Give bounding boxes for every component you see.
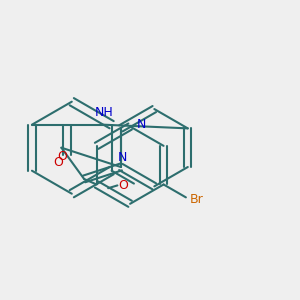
Text: Br: Br: [190, 193, 204, 206]
Text: O: O: [57, 150, 67, 164]
Text: NH: NH: [94, 106, 113, 119]
Text: O: O: [118, 179, 128, 192]
Text: O: O: [53, 156, 63, 169]
Text: N: N: [136, 118, 146, 131]
Text: N: N: [118, 151, 128, 164]
